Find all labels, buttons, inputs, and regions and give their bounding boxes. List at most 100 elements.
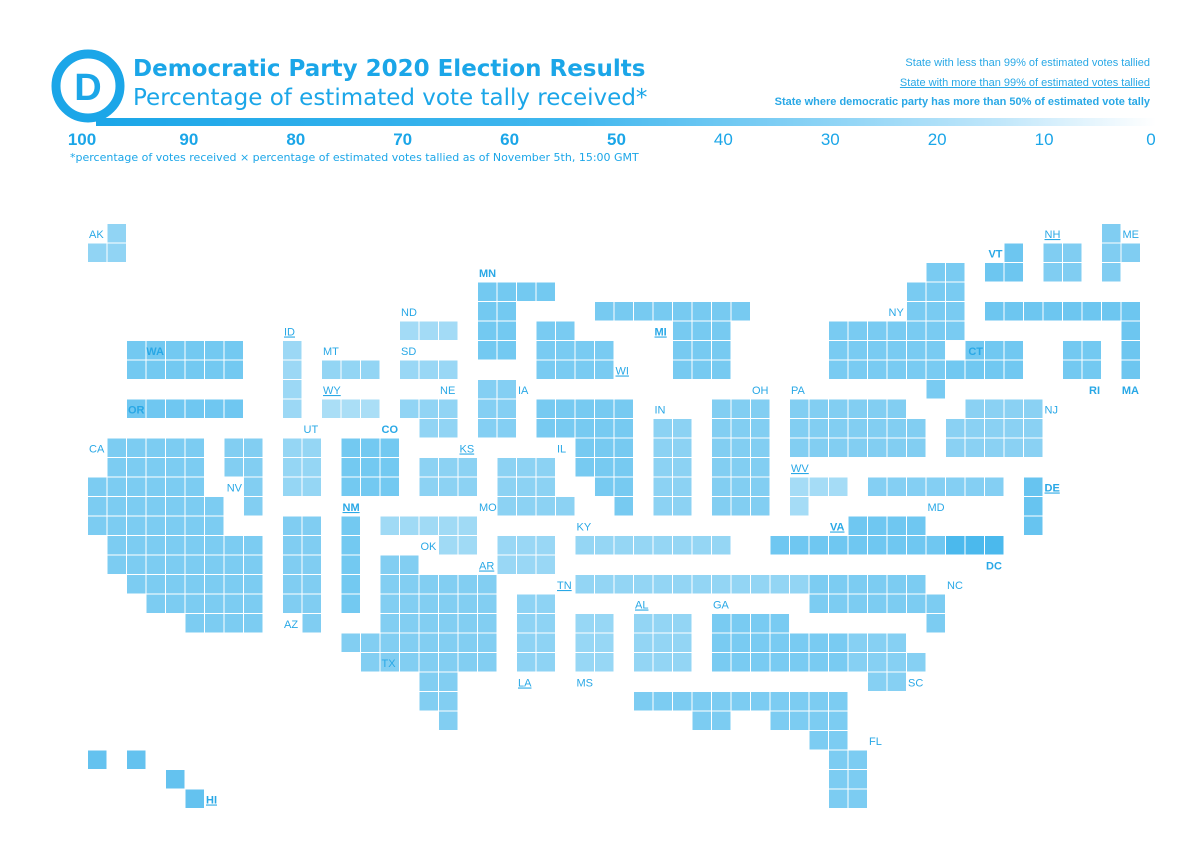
state-tile xyxy=(497,477,516,496)
state-tile xyxy=(244,477,263,496)
state-tile xyxy=(400,360,419,379)
state-tile xyxy=(478,341,497,360)
state-tile xyxy=(692,711,711,730)
state-tile xyxy=(848,575,867,594)
state-tile xyxy=(887,672,906,691)
state-tile xyxy=(1121,302,1140,321)
state-label: WI xyxy=(616,366,629,378)
state-tile xyxy=(653,302,672,321)
state-tile xyxy=(536,653,555,672)
state-tile xyxy=(887,321,906,340)
chart-title: Democratic Party 2020 Election Results xyxy=(133,56,646,82)
state-label: ND xyxy=(401,307,417,319)
state-tile xyxy=(1063,360,1082,379)
state-tile xyxy=(868,653,887,672)
state-tile xyxy=(614,575,633,594)
state-tile xyxy=(985,477,1004,496)
state-tile xyxy=(595,438,614,457)
state-tile xyxy=(965,360,984,379)
state-tile xyxy=(361,399,380,418)
state-tile xyxy=(770,575,789,594)
state-tile xyxy=(166,341,185,360)
state-tile xyxy=(185,516,204,535)
scale-tick-10: 10 xyxy=(1034,130,1054,149)
state-tile xyxy=(634,614,653,633)
state-tile xyxy=(848,438,867,457)
state-tile xyxy=(653,438,672,457)
state-tile xyxy=(731,458,750,477)
state-wa: WA xyxy=(127,341,243,379)
state-tile xyxy=(419,321,438,340)
state-tile xyxy=(712,692,731,711)
state-tile xyxy=(302,516,321,535)
state-tile xyxy=(458,477,477,496)
state-ok: OK xyxy=(380,516,477,555)
state-tile xyxy=(205,555,224,574)
state-tile xyxy=(751,633,770,652)
state-tile xyxy=(283,516,302,535)
state-tile xyxy=(224,458,243,477)
state-tile xyxy=(458,614,477,633)
state-tile xyxy=(283,575,302,594)
state-tile xyxy=(809,477,828,496)
state-tile xyxy=(283,536,302,555)
state-tile xyxy=(809,536,828,555)
state-tile xyxy=(244,458,263,477)
state-label: ME xyxy=(1123,229,1140,241)
state-tile xyxy=(829,321,848,340)
state-tile xyxy=(283,555,302,574)
state-tile xyxy=(751,399,770,418)
state-tile xyxy=(1004,243,1023,262)
state-id: ID xyxy=(283,327,302,418)
state-tile xyxy=(536,497,555,516)
state-tile xyxy=(517,497,536,516)
state-tile xyxy=(731,419,750,438)
state-tile xyxy=(829,750,848,769)
state-tile xyxy=(185,477,204,496)
state-tile xyxy=(341,438,360,457)
state-label: LA xyxy=(518,678,532,690)
state-tile xyxy=(419,692,438,711)
state-tile xyxy=(887,477,906,496)
state-tile xyxy=(809,731,828,750)
state-tile xyxy=(614,477,633,496)
state-tile xyxy=(751,497,770,516)
state-tile xyxy=(497,555,516,574)
state-al: AL xyxy=(634,600,692,672)
state-tile xyxy=(887,399,906,418)
state-tile xyxy=(1063,341,1082,360)
state-tile xyxy=(770,536,789,555)
state-wv: WV xyxy=(790,463,848,516)
state-tile xyxy=(497,497,516,516)
state-tile xyxy=(887,438,906,457)
state-tile xyxy=(497,458,516,477)
state-label: OR xyxy=(128,405,145,417)
state-tile xyxy=(692,692,711,711)
state-tile xyxy=(595,536,614,555)
state-tile xyxy=(146,497,165,516)
state-tile xyxy=(478,653,497,672)
state-tile xyxy=(829,633,848,652)
state-tile xyxy=(1082,341,1101,360)
state-tile xyxy=(166,360,185,379)
state-tile xyxy=(848,360,867,379)
state-tile xyxy=(478,594,497,613)
state-mi: MI xyxy=(595,302,750,379)
state-tile xyxy=(712,438,731,457)
state-tile xyxy=(614,497,633,516)
state-tile xyxy=(692,321,711,340)
state-tile xyxy=(536,321,555,340)
state-mn: MN xyxy=(478,268,555,360)
state-tile xyxy=(361,360,380,379)
state-tile xyxy=(887,360,906,379)
state-tile xyxy=(614,458,633,477)
state-tile xyxy=(614,438,633,457)
state-ak: AK xyxy=(88,224,126,262)
state-tile xyxy=(673,653,692,672)
state-tile xyxy=(790,477,809,496)
state-tile xyxy=(439,536,458,555)
state-tile xyxy=(712,360,731,379)
state-tile xyxy=(244,555,263,574)
state-tile xyxy=(653,419,672,438)
state-tile xyxy=(907,516,926,535)
